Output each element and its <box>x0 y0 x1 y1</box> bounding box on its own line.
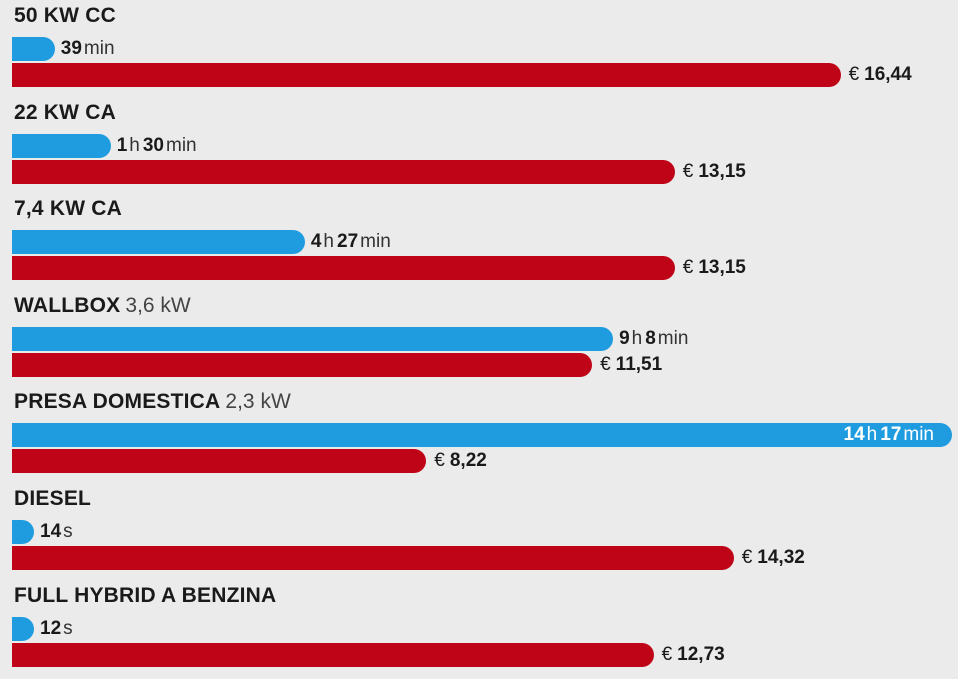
cost-value: 14,32 <box>757 547 805 568</box>
group-title-text: 50 KW CC <box>14 4 116 27</box>
time-value: 14 <box>40 521 62 542</box>
bar-group: FULL HYBRID A BENZINA 12 s €12,73 <box>0 584 958 679</box>
group-title-text: FULL HYBRID A BENZINA <box>14 583 277 607</box>
currency-symbol: € <box>682 257 694 279</box>
group-title: 50 KW CC <box>14 4 116 28</box>
group-title: 7,4 KW CA <box>14 197 122 221</box>
cost-label: €13,15 <box>683 160 746 184</box>
bar-group: DIESEL 14 s €14,32 <box>0 487 958 582</box>
time-value: 39 <box>60 38 82 59</box>
time-bar <box>12 520 34 544</box>
time-value: 17 <box>880 424 902 446</box>
group-title-text: DIESEL <box>14 487 92 510</box>
time-value: 8 <box>645 327 656 349</box>
group-title: FULL HYBRID A BENZINA <box>14 584 276 608</box>
group-title-text: PRESA DOMESTICA <box>14 390 221 414</box>
group-subtitle: 2,3 kW <box>225 390 291 414</box>
time-unit: min <box>360 231 391 253</box>
time-bar <box>12 37 55 61</box>
time-unit: s <box>63 617 73 639</box>
group-title: PRESA DOMESTICA 2,3 kW <box>14 390 291 414</box>
time-bar <box>12 230 305 255</box>
cost-bar <box>12 546 734 570</box>
time-unit: h <box>866 424 878 446</box>
cost-bar <box>12 63 841 87</box>
time-unit: min <box>657 327 689 349</box>
time-value: 14 <box>843 424 865 446</box>
bar-group: 50 KW CC 39 min €16,44 <box>0 4 958 99</box>
cost-bar <box>12 256 675 281</box>
time-value: 30 <box>142 134 164 156</box>
time-unit: h <box>631 327 643 349</box>
time-unit: min <box>166 134 197 156</box>
currency-symbol: € <box>434 450 445 472</box>
bar-group: PRESA DOMESTICA 2,3 kW 14 h 17 min €8,22 <box>0 390 958 485</box>
cost-label: €13,15 <box>683 256 746 280</box>
cost-value: 8,22 <box>449 450 487 472</box>
bar-group: WALLBOX 3,6 kW 9 h 8 min €11,51 <box>0 294 958 389</box>
time-value: 1 <box>116 134 128 156</box>
time-label: 12 s <box>40 617 73 641</box>
time-bar <box>12 423 952 448</box>
cost-bar <box>12 642 654 667</box>
group-title-text: 7,4 KW CA <box>14 197 122 221</box>
time-label: 39 min <box>61 37 115 61</box>
group-subtitle: 3,6 kW <box>125 293 191 317</box>
cost-label: €8,22 <box>434 449 487 473</box>
time-value: 27 <box>337 231 359 253</box>
time-unit: h <box>323 231 334 253</box>
currency-symbol: € <box>741 547 753 568</box>
cost-value: 16,44 <box>864 64 912 85</box>
cost-label: €14,32 <box>742 546 805 570</box>
time-bar <box>12 133 111 158</box>
time-value: 12 <box>40 617 62 639</box>
group-title: DIESEL <box>14 487 91 511</box>
cost-value: 11,51 <box>615 353 663 375</box>
time-label: 14 s <box>40 520 73 544</box>
cost-label: €11,51 <box>600 353 662 377</box>
bar-group: 7,4 KW CA 4 h 27 min €13,15 <box>0 197 958 292</box>
currency-symbol: € <box>682 160 694 182</box>
currency-symbol: € <box>661 643 673 665</box>
currency-symbol: € <box>600 353 611 375</box>
time-label: 9 h 8 min <box>619 327 688 351</box>
time-unit: s <box>63 521 73 542</box>
time-label: 4 h 27 min <box>311 230 391 254</box>
cost-label: €12,73 <box>662 643 725 667</box>
cost-value: 12,73 <box>677 643 725 665</box>
time-value: 9 <box>619 327 630 349</box>
group-title: WALLBOX 3,6 kW <box>14 294 191 318</box>
cost-value: 13,15 <box>698 160 746 182</box>
time-bar <box>12 326 614 351</box>
currency-symbol: € <box>848 64 860 85</box>
time-bar <box>12 616 34 641</box>
cost-bar <box>12 449 427 474</box>
cost-bar <box>12 352 593 377</box>
time-label: 1 h 30 min <box>117 134 197 158</box>
time-value: 4 <box>310 231 322 253</box>
time-label: 14 h 17 min <box>844 423 934 447</box>
time-unit: h <box>129 134 140 156</box>
cost-bar <box>12 159 675 184</box>
bar-group: 22 KW CA 1 h 30 min €13,15 <box>0 101 958 196</box>
group-title: 22 KW CA <box>14 101 116 125</box>
time-unit: min <box>83 38 115 59</box>
group-title-text: 22 KW CA <box>14 100 116 124</box>
cost-value: 13,15 <box>698 257 746 279</box>
time-unit: min <box>903 424 934 446</box>
cost-label: €16,44 <box>849 63 912 87</box>
group-title-text: WALLBOX <box>14 293 121 317</box>
